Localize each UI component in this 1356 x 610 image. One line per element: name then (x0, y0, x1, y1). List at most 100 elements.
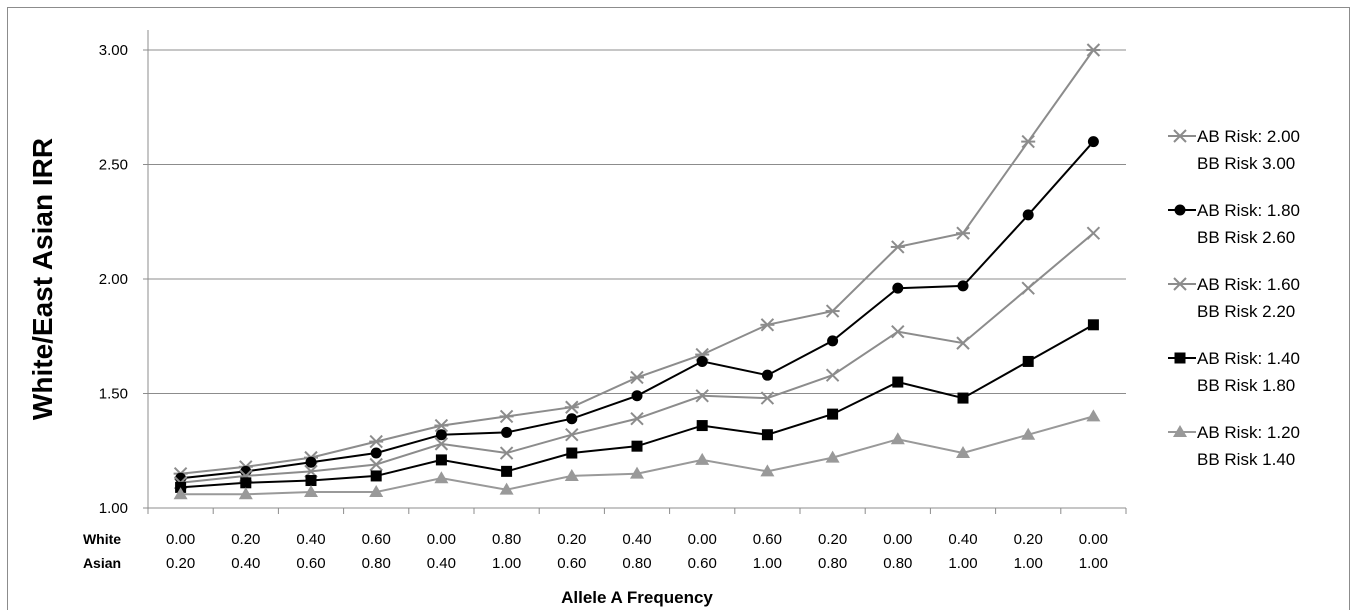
data-point-s4 (827, 408, 839, 420)
x-tick-label-asian: 1.00 (1079, 555, 1108, 572)
data-point-s3 (760, 391, 775, 405)
data-point-s3 (956, 336, 970, 350)
data-point-s4 (566, 447, 578, 459)
data-point-s5 (304, 484, 318, 497)
legend-label-bb: BB Risk 1.80 (1197, 376, 1295, 395)
data-point-s2 (892, 282, 904, 294)
data-point-s4 (305, 475, 317, 487)
legend-marker-1 (1173, 129, 1187, 143)
data-point-s2 (957, 280, 969, 292)
x-tick-label-asian: 0.60 (557, 555, 586, 572)
x-tick-label-white: 0.40 (296, 531, 325, 548)
x-tick-label-asian: 0.40 (427, 555, 456, 572)
data-point-s2 (435, 429, 447, 441)
legend-marker-5 (1173, 425, 1187, 437)
data-point-s5 (695, 452, 710, 465)
data-point-s4 (631, 440, 643, 452)
chart-frame (7, 7, 1350, 610)
x-tick-label-white: 0.00 (688, 531, 717, 548)
data-point-s4 (370, 470, 382, 482)
x-tick-label-white: 0.20 (557, 531, 586, 548)
x-tick-label-asian: 0.20 (166, 555, 195, 572)
x-tick-label-white: 0.00 (166, 531, 195, 548)
x-tick-label-white: 0.00 (883, 531, 912, 548)
legend-label-ab: AB Risk: 1.60 (1197, 275, 1300, 294)
legend-label-bb: BB Risk 1.40 (1197, 450, 1295, 469)
x-tick-label-asian: 0.80 (362, 555, 391, 572)
data-point-s4 (1022, 355, 1034, 367)
data-point-s3 (369, 457, 383, 472)
x-tick-label-white: 0.20 (818, 531, 847, 548)
data-point-s3 (1086, 226, 1101, 240)
y-tick-label: 2.00 (99, 271, 128, 288)
data-point-s5 (825, 450, 840, 463)
series-line-2 (180, 140, 1095, 480)
x-tick-label-asian: 0.80 (818, 555, 847, 572)
y-tick-label: 1.00 (99, 500, 128, 517)
data-point-s2 (761, 369, 773, 381)
data-point-s1 (369, 434, 384, 449)
legend-label-ab: AB Risk: 1.40 (1197, 349, 1300, 368)
data-point-s2 (370, 447, 382, 459)
data-point-s1 (499, 409, 514, 424)
data-point-s1 (956, 226, 970, 240)
x-tick-label-asian: 0.40 (231, 555, 260, 572)
data-point-s3 (434, 437, 449, 451)
data-point-s5 (1086, 409, 1101, 422)
data-point-s2 (305, 456, 317, 468)
data-point-s2 (1022, 209, 1034, 221)
data-point-s5 (499, 482, 514, 495)
y-tick-label: 3.00 (99, 42, 128, 59)
data-point-s3 (1021, 281, 1035, 295)
y-tick-label: 2.50 (99, 157, 128, 174)
x-tick-label-white: 0.20 (231, 531, 260, 548)
data-point-s5 (956, 446, 970, 459)
legend-label-ab: AB Risk: 1.80 (1197, 201, 1300, 220)
data-point-s2 (1087, 136, 1099, 148)
legend-label-bb: BB Risk 2.60 (1197, 228, 1295, 247)
data-point-s4 (1087, 319, 1099, 331)
x-tick-label-asian: 0.80 (622, 555, 651, 572)
data-point-s1 (1086, 43, 1101, 57)
legend-label-ab: AB Risk: 2.00 (1197, 127, 1300, 146)
x-tick-label-white: 0.00 (427, 531, 456, 548)
data-point-s5 (173, 487, 188, 500)
x-tick-label-white: 0.40 (622, 531, 651, 548)
data-point-s4 (761, 429, 773, 441)
data-point-s1 (434, 418, 449, 433)
x-tick-label-asian: 0.60 (688, 555, 717, 572)
legend-label-ab: AB Risk: 1.20 (1197, 423, 1300, 442)
data-point-s1 (825, 304, 840, 318)
data-point-s2 (696, 355, 708, 367)
x-tick-label-white: 0.60 (362, 531, 391, 548)
x-tick-label-white: 0.00 (1079, 531, 1108, 548)
x-tick-label-white: 0.60 (753, 531, 782, 548)
data-point-s1 (760, 318, 775, 332)
data-point-s4 (957, 392, 969, 404)
data-point-s3 (695, 389, 709, 403)
data-point-s5 (630, 466, 644, 479)
y-axis-title: White/East Asian IRR (27, 138, 58, 420)
row-label-asian: Asian (83, 555, 121, 571)
data-point-s2 (827, 335, 839, 347)
x-tick-label-asian: 1.00 (1014, 555, 1043, 572)
data-point-s3 (891, 324, 905, 339)
data-point-s2 (501, 426, 513, 438)
y-tick-label: 1.50 (99, 386, 128, 403)
data-point-s4 (240, 477, 252, 489)
data-point-s2 (566, 413, 578, 425)
legend-marker-2 (1174, 204, 1186, 216)
data-point-s5 (564, 468, 579, 481)
data-point-s4 (892, 376, 904, 388)
legend-marker-4 (1174, 352, 1186, 364)
x-tick-label-asian: 0.60 (296, 555, 325, 572)
data-point-s5 (369, 484, 384, 497)
legend-label-bb: BB Risk 2.20 (1197, 302, 1295, 321)
legend-label-bb: BB Risk 3.00 (1197, 154, 1295, 173)
data-point-s2 (631, 390, 643, 402)
x-tick-label-asian: 1.00 (492, 555, 521, 572)
legend-marker-3 (1173, 277, 1187, 291)
row-label-white: White (83, 531, 121, 547)
x-tick-label-white: 0.20 (1014, 531, 1043, 548)
